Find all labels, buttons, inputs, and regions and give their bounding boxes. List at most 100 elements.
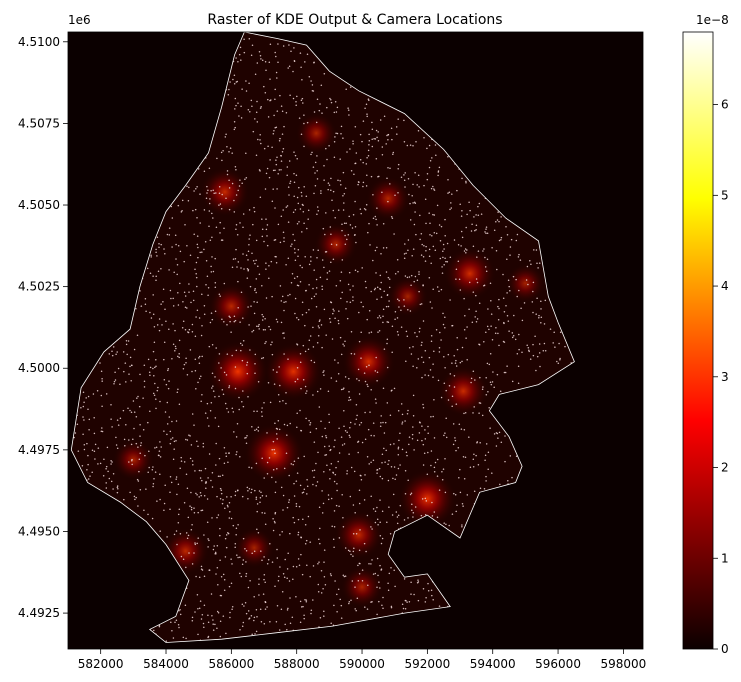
camera-point [184,306,187,308]
camera-point [396,317,399,319]
camera-point [94,443,97,446]
camera-point [399,504,402,507]
camera-point [256,410,258,413]
camera-points [73,38,572,642]
camera-point [434,144,437,146]
camera-point [191,323,194,326]
camera-point [435,154,437,157]
camera-point [234,97,237,100]
camera-point [327,390,330,392]
camera-point [235,527,238,530]
camera-point [177,245,180,247]
camera-point [133,427,135,430]
camera-point [460,245,462,247]
camera-point [490,325,492,327]
camera-point [226,407,228,410]
camera-point [234,387,237,390]
camera-point [183,260,185,263]
camera-point [417,174,420,177]
camera-point [255,496,258,498]
camera-point [296,196,299,199]
camera-point [106,446,109,449]
camera-point [191,524,193,526]
camera-point [364,380,367,383]
camera-point [223,321,225,323]
camera-point [437,170,440,172]
camera-point [430,334,433,337]
camera-point [163,341,166,344]
camera-point [209,239,212,241]
camera-point [149,374,151,377]
camera-point [436,516,439,518]
camera-point [261,218,263,220]
colorbar-tick-label: 6 [721,98,729,112]
camera-point [178,508,181,511]
camera-point [93,432,96,435]
camera-point [399,464,401,466]
camera-point [423,452,426,455]
camera-point [496,268,498,271]
camera-point [261,407,263,409]
camera-point [396,522,399,525]
camera-point [215,442,217,445]
camera-point [198,362,201,364]
camera-point [86,468,88,471]
camera-point [150,317,153,319]
camera-point [411,255,413,257]
camera-point [115,444,118,446]
camera-point [128,461,130,463]
camera-point [203,534,205,536]
camera-point [394,310,397,313]
camera-point [310,612,312,615]
x-axis: 582000 584000 586000 588000 590000 592000 5940… [78,649,646,671]
camera-point [388,278,391,280]
camera-point [485,393,488,396]
camera-point [277,223,280,226]
camera-point [316,213,318,215]
camera-point [111,426,113,428]
camera-point [293,195,295,198]
camera-point [130,443,133,446]
camera-point [343,345,345,347]
camera-point [404,599,407,602]
camera-point [410,274,413,277]
y-tick-label: 4.5025 [18,280,60,294]
camera-point [307,218,309,220]
camera-point [559,359,561,361]
camera-point [327,494,330,496]
camera-point [185,438,187,441]
camera-point [422,320,425,322]
camera-point [162,288,165,290]
camera-point [356,597,359,599]
camera-point [445,523,447,526]
camera-point [207,287,210,289]
camera-point [208,539,210,542]
camera-point [236,266,238,268]
camera-point [309,541,311,543]
camera-point [158,625,161,628]
camera-point [229,81,231,83]
camera-point [423,136,425,139]
camera-point [503,310,506,313]
camera-point [248,238,250,240]
camera-point [294,208,297,211]
camera-point [374,370,377,372]
camera-point [376,472,378,474]
camera-point [276,428,279,430]
camera-point [443,382,446,384]
camera-point [433,350,435,352]
camera-point [407,309,409,311]
camera-point [170,438,172,440]
camera-point [451,193,453,195]
camera-point [285,206,288,208]
camera-point [341,229,343,232]
camera-point [470,381,472,384]
camera-point [489,353,492,355]
camera-point [216,516,218,519]
camera-point [230,517,233,520]
camera-point [288,44,290,46]
camera-point [225,133,227,135]
camera-point [321,112,323,114]
camera-point [447,156,449,158]
camera-point [266,562,269,565]
